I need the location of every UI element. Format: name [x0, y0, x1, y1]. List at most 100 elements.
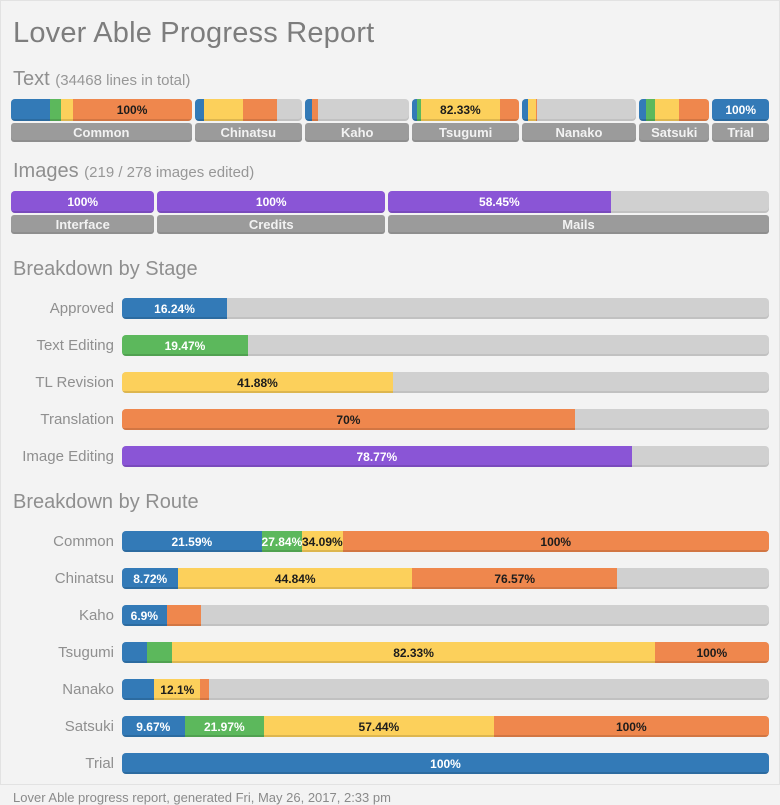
progress-track: 6.9%: [122, 605, 769, 626]
breakdown-row-tsugumi: Tsugumi 82.33% 100%: [11, 642, 769, 663]
row-label: Tsugumi: [58, 644, 114, 661]
bar-segment-revised: 57.44%: [264, 716, 494, 737]
bar-segment-approved: 21.59%: [122, 531, 262, 552]
image-group-caption: Mails: [388, 215, 769, 234]
image-group-caption: Interface: [11, 215, 155, 234]
text-section-heading: Text (34468 lines in total): [13, 68, 769, 91]
bar-segment-revised: 44.84%: [178, 568, 413, 589]
breakdown-row-nanako: Nanako 12.1%: [11, 679, 769, 700]
bar-segment-translated: [679, 99, 710, 121]
breakdown-row-text-editing: Text Editing 19.47%: [11, 335, 769, 356]
bar-segment-approved: [11, 99, 50, 121]
breakdown-row-common: Common 21.59% 27.84% 34.09% 100%: [11, 531, 769, 552]
stage-breakdown-heading: Breakdown by Stage: [13, 258, 198, 280]
bar-segment-edited: [416, 99, 421, 121]
progress-track: 58.45%: [388, 191, 769, 213]
bar-segment-translated: 100%: [342, 531, 769, 552]
bar-segment-revised: 82.33%: [420, 99, 501, 121]
bar-segment-approved: 8.72%: [122, 568, 179, 589]
bar-segment-approved: [639, 99, 646, 121]
images-progress-bar: 100% Interface 100% Credits 58.45% Mails: [11, 191, 769, 234]
bar-segment-translated: [166, 605, 201, 626]
bar-segment-approved: 16.24%: [122, 298, 228, 319]
segment-percent-label: 70%: [336, 412, 361, 427]
bar-segment-edited: 19.47%: [122, 335, 248, 356]
row-label: Image Editing: [22, 448, 114, 465]
overview-section-mails: 58.45% Mails: [388, 191, 769, 234]
bar-segment-approved: 100%: [712, 99, 769, 121]
segment-percent-label: 12.1%: [160, 682, 195, 697]
text-progress-bar: 100% Common Chinatsu Kaho 82.33% Tsugumi Nanak…: [11, 99, 769, 142]
segment-percent-label: 100%: [255, 195, 287, 209]
progress-track: 100%: [122, 753, 769, 774]
bar-segment-revised: 41.88%: [122, 372, 393, 393]
route-caption: Chinatsu: [194, 123, 302, 142]
progress-track: 78.77%: [122, 446, 769, 467]
segment-percent-label: 21.97%: [204, 719, 245, 734]
bar-segment-translated: [242, 99, 277, 121]
route-caption: Common: [11, 123, 192, 142]
row-label: Kaho: [78, 607, 114, 624]
segment-percent-label: 78.77%: [356, 449, 398, 464]
bar-segment-approved: [122, 642, 148, 663]
row-label: Translation: [40, 411, 114, 428]
segment-percent-label: 100%: [116, 103, 148, 117]
images-heading-subtext: (219 / 278 images edited): [84, 164, 255, 181]
breakdown-row-kaho: Kaho 6.9%: [11, 605, 769, 626]
segment-percent-label: 57.44%: [358, 719, 400, 734]
route-caption: Kaho: [305, 123, 410, 142]
segment-percent-label: 76.57%: [494, 571, 536, 586]
progress-track: 100%: [11, 191, 155, 213]
progress-track: 100%: [11, 99, 192, 121]
row-label: Text Editing: [36, 337, 114, 354]
overview-section-interface: 100% Interface: [11, 191, 155, 234]
breakdown-row-tl-revision: TL Revision 41.88%: [11, 372, 769, 393]
bar-segment-approved: [305, 99, 313, 121]
bar-segment-approved: 100%: [122, 753, 769, 774]
route-caption: Trial: [712, 123, 769, 142]
route-breakdown-rows: Common 21.59% 27.84% 34.09% 100% Chinatsu 8.72…: [11, 531, 769, 774]
stage-breakdown-rows: Approved 16.24% Text Editing 19.47% TL Revis…: [11, 298, 769, 467]
bar-segment-approved: [412, 99, 417, 121]
segment-percent-label: 100%: [615, 719, 647, 734]
segment-percent-label: 82.33%: [393, 645, 434, 660]
overview-section-trial: 100% Trial: [712, 99, 769, 142]
breakdown-row-trial: Trial 100%: [11, 753, 769, 774]
row-label: Nanako: [62, 681, 114, 698]
breakdown-row-approved: Approved 16.24%: [11, 298, 769, 319]
overview-section-nanako: Nanako: [521, 99, 637, 142]
bar-segment-approved: [122, 679, 155, 700]
route-caption: Tsugumi: [412, 123, 519, 142]
bar-segment-translated: 70%: [122, 409, 575, 430]
progress-track: 82.33% 100%: [122, 642, 769, 663]
text-heading-label: Text: [13, 68, 50, 90]
progress-track: 100%: [157, 191, 386, 213]
bar-segment-revised: [203, 99, 243, 121]
bar-segment-approved: [521, 99, 528, 121]
route-caption: Satsuki: [639, 123, 710, 142]
progress-track: 16.24%: [122, 298, 769, 319]
images-heading-label: Images: [13, 160, 79, 182]
segment-percent-label: 8.72%: [133, 571, 168, 586]
overview-section-kaho: Kaho: [305, 99, 410, 142]
bar-segment-approved: [194, 99, 204, 121]
bar-segment-translated: 100%: [654, 642, 769, 663]
text-heading-subtext: (34468 lines in total): [55, 72, 191, 89]
bar-segment-image_editing: 78.77%: [122, 446, 632, 467]
segment-percent-label: 58.45%: [479, 195, 520, 209]
bar-segment-revised: 34.09%: [301, 531, 343, 552]
progress-track: 70%: [122, 409, 769, 430]
progress-track: 21.59% 27.84% 34.09% 100%: [122, 531, 769, 552]
segment-percent-label: 34.09%: [301, 534, 343, 549]
bar-segment-edited: [49, 99, 62, 121]
progress-track: [521, 99, 637, 121]
route-breakdown-heading: Breakdown by Route: [13, 491, 199, 513]
page-title: Lover Able Progress Report: [13, 17, 375, 49]
bar-segment-translated: [535, 99, 538, 121]
bar-segment-revised: 82.33%: [172, 642, 655, 663]
progress-track: 82.33%: [412, 99, 519, 121]
bar-segment-translated: [500, 99, 519, 121]
overview-section-satsuki: Satsuki: [639, 99, 710, 142]
overview-section-tsugumi: 82.33% Tsugumi: [412, 99, 519, 142]
row-label: Trial: [85, 755, 114, 772]
